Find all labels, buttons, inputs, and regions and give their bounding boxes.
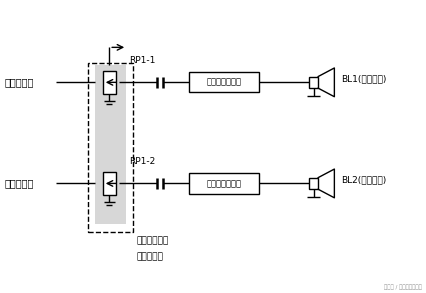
Text: BL1(左扬声器): BL1(左扬声器) xyxy=(340,75,385,84)
Text: 右功率放大电路: 右功率放大电路 xyxy=(206,179,241,188)
Bar xyxy=(189,173,259,194)
Bar xyxy=(308,76,317,88)
Bar xyxy=(95,65,126,224)
Bar xyxy=(103,172,115,195)
Text: 左输入信号: 左输入信号 xyxy=(4,77,33,87)
Bar xyxy=(308,178,317,189)
Text: 左功率放大电路: 左功率放大电路 xyxy=(206,78,241,87)
Text: 表示采用双联: 表示采用双联 xyxy=(137,236,169,245)
Text: RP1-2: RP1-2 xyxy=(129,157,155,166)
Text: BL2(右扬声器): BL2(右扬声器) xyxy=(340,176,385,185)
Text: 同轴电位器: 同轴电位器 xyxy=(137,252,164,261)
Text: 头条号 / 电子工程师小李: 头条号 / 电子工程师小李 xyxy=(383,285,421,290)
Text: RP1-1: RP1-1 xyxy=(129,56,155,65)
Bar xyxy=(189,72,259,93)
Bar xyxy=(88,63,132,232)
Bar xyxy=(103,71,115,94)
Text: 右输入信号: 右输入信号 xyxy=(4,178,33,188)
